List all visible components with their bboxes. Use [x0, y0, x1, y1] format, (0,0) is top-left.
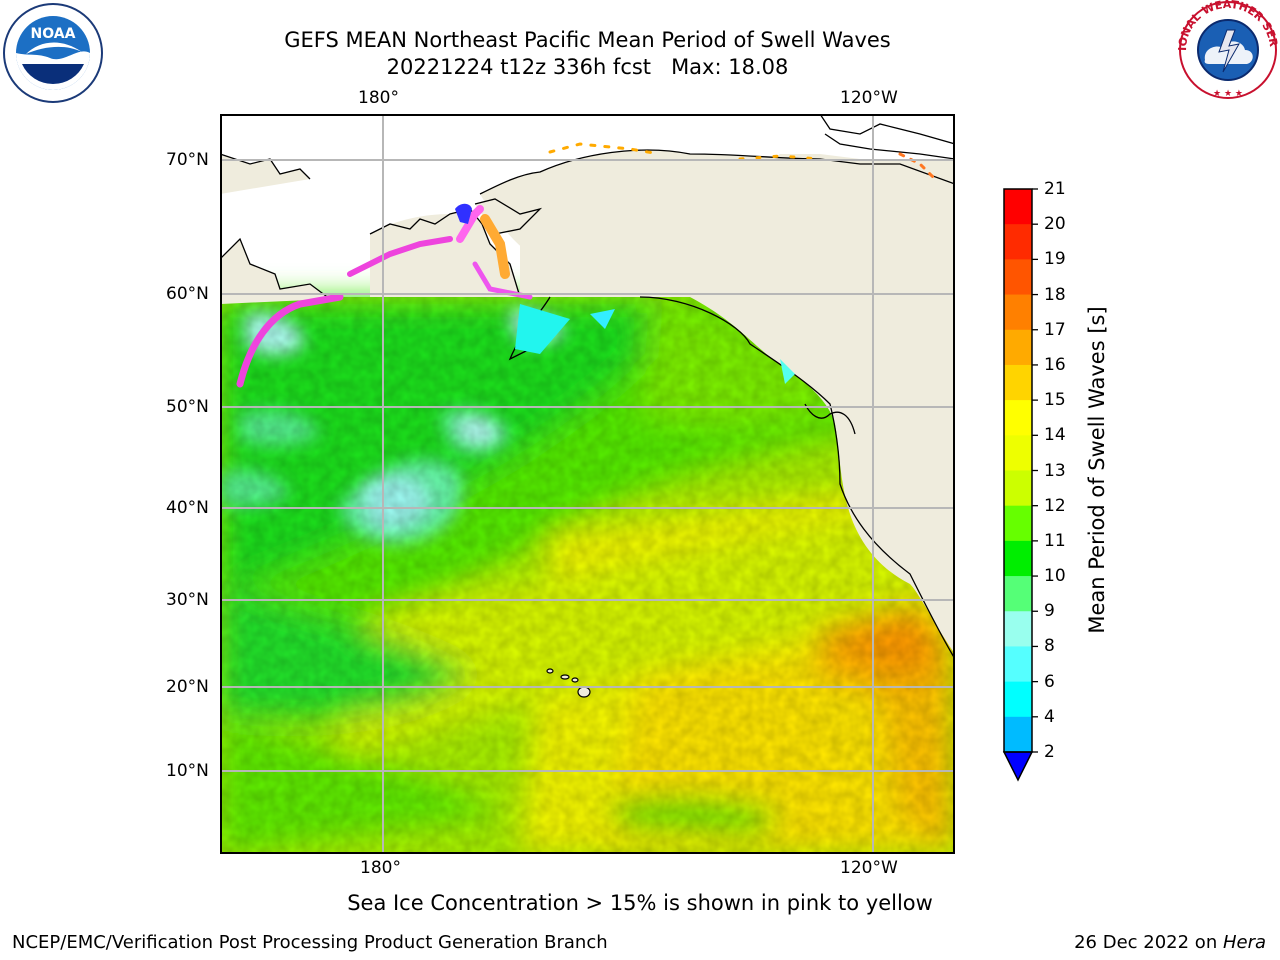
nws-logo-icon: NATIONAL WEATHER SERVICE ★ ★ ★	[1172, 0, 1280, 102]
title-line-2: 20221224 t12z 336h fcst Max: 18.08	[386, 55, 789, 79]
colorbar-tick-label: 17	[1044, 319, 1066, 340]
colorbar-tick-label: 19	[1044, 249, 1066, 270]
footer-branch: NCEP/EMC/Verification Post Processing Pr…	[12, 932, 608, 953]
colorbar-tick-label: 4	[1044, 706, 1055, 727]
north-america-land	[640, 297, 954, 653]
colorbar-block	[1004, 505, 1032, 542]
colorbar-tick-label: 8	[1044, 636, 1055, 657]
footer-machine: Hera	[1222, 932, 1266, 953]
lon-label-bottom-180: 180°	[360, 858, 401, 878]
lat-label-40n: 40°N	[166, 498, 209, 518]
colorbar-tick-label: 20	[1044, 214, 1066, 235]
lat-label-70n: 70°N	[166, 150, 209, 170]
colorbar-block	[1004, 400, 1032, 436]
footer-date: 26 Dec 2022 on Hera	[1074, 932, 1266, 954]
lat-label-20n: 20°N	[166, 677, 209, 697]
lat-label-10n: 10°N	[166, 761, 209, 781]
colorbar-block	[1004, 470, 1032, 507]
colorbar-tick-label: 15	[1044, 390, 1066, 411]
colorbar-tick-label: 6	[1044, 671, 1055, 692]
lat-label-50n: 50°N	[166, 397, 209, 417]
swell-period-map	[220, 114, 955, 854]
svg-text:★ ★ ★: ★ ★ ★	[1213, 89, 1243, 99]
colorbar-tick-label: 16	[1044, 354, 1066, 375]
colorbar-tick-label: 11	[1044, 530, 1066, 551]
lon-label-top-180: 180°	[358, 88, 399, 108]
siberia-land	[221, 239, 330, 304]
colorbar-block	[1004, 576, 1032, 612]
map-grid	[221, 115, 954, 853]
colorbar-tick-label: 14	[1044, 425, 1066, 446]
colorbar-block	[1004, 224, 1032, 260]
lat-label-30n: 30°N	[166, 590, 209, 610]
footer-date-text: 26 Dec 2022 on	[1074, 932, 1223, 953]
lon-label-top-120w: 120°W	[840, 88, 898, 108]
colorbar-tick-label: 2	[1044, 742, 1055, 762]
lon-label-bottom-120w: 120°W	[840, 858, 898, 878]
colorbar-block	[1004, 329, 1032, 366]
colorbar-block	[1004, 611, 1032, 647]
colorbar-block	[1004, 364, 1032, 401]
colorbar-extend-triangle	[1002, 751, 1034, 782]
colorbar-title: Mean Period of Swell Waves [s]	[1085, 306, 1109, 634]
colorbar-block	[1004, 716, 1032, 753]
colorbar-tick-label: 12	[1044, 495, 1066, 516]
colorbar-block	[1004, 259, 1032, 296]
colorbar-block	[1004, 435, 1032, 471]
colorbar-tick-label: 9	[1044, 601, 1055, 622]
colorbar-tick-label: 21	[1044, 179, 1066, 199]
noaa-logo-icon: NOAA	[2, 2, 104, 104]
alaska-land	[480, 150, 954, 297]
sea-ice-note: Sea Ice Concentration > 15% is shown in …	[347, 891, 933, 915]
colorbar-tick-label: 13	[1044, 460, 1066, 481]
noaa-logo-text: NOAA	[31, 26, 76, 42]
colorbar-block	[1004, 294, 1032, 331]
colorbar	[1002, 188, 1038, 782]
map-frame	[220, 114, 955, 854]
colorbar-tick-label: 18	[1044, 284, 1066, 305]
colorbar-block	[1004, 646, 1032, 683]
colorbar-block	[1004, 189, 1032, 225]
colorbar-block	[1004, 540, 1032, 577]
colorbar-tick-label: 10	[1044, 566, 1066, 587]
colorbar-block	[1004, 681, 1032, 718]
lat-label-60n: 60°N	[166, 284, 209, 304]
title-line-1: GEFS MEAN Northeast Pacific Mean Period …	[284, 28, 891, 52]
